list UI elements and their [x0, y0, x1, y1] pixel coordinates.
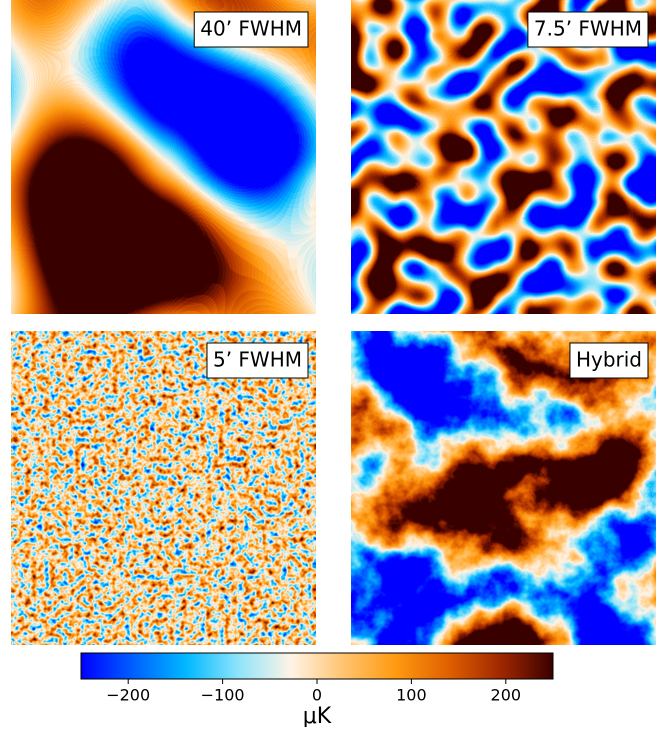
colorbar-label: μK	[303, 704, 332, 727]
panel-label: 5’ FWHM	[213, 348, 302, 372]
label-box	[569, 342, 649, 379]
sky-map	[11, 0, 316, 314]
tick-label: 200	[491, 686, 522, 705]
tick-label: −200	[106, 686, 150, 705]
panel-label: Hybrid	[576, 348, 642, 372]
sky-map	[11, 331, 316, 645]
label-box	[193, 11, 309, 48]
sky-map	[351, 0, 656, 314]
panel-label: 40’ FWHM	[200, 17, 302, 41]
panel-label: 7.5’ FWHM	[534, 17, 642, 41]
label-box	[527, 11, 649, 48]
tick-label: 100	[396, 686, 427, 705]
sky-map	[351, 331, 656, 645]
colorbar	[80, 652, 554, 680]
tick-label: −100	[201, 686, 245, 705]
label-box	[206, 342, 309, 379]
tick-label: 0	[312, 686, 322, 705]
